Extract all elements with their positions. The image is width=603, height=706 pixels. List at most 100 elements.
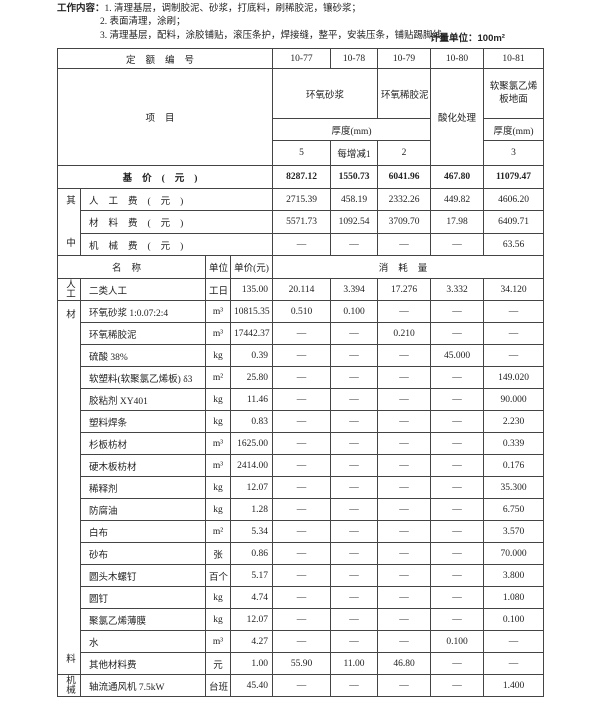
cell: 0.83 xyxy=(229,410,274,433)
cell: 1550.73 xyxy=(330,165,379,189)
cell: — xyxy=(377,344,432,367)
cell: — xyxy=(377,564,432,587)
cell: kg xyxy=(205,586,231,609)
cell: 稀释剂 xyxy=(80,476,206,499)
work-label: 工作内容： xyxy=(57,3,105,14)
work-item: 2. 表面清理，涂刷； xyxy=(100,17,186,27)
cell: 2.230 xyxy=(483,410,545,433)
cell: 12.07 xyxy=(229,608,274,631)
cell: m³ xyxy=(205,300,231,323)
cell: 10-79 xyxy=(377,48,432,69)
cell: 2332.26 xyxy=(377,188,432,211)
cell: — xyxy=(272,233,332,256)
cell: kg xyxy=(205,476,231,499)
cell: 4.74 xyxy=(229,586,274,609)
cell: 材料 xyxy=(57,300,81,675)
cell: — xyxy=(272,344,332,367)
cell: — xyxy=(330,542,379,565)
cell: — xyxy=(430,233,485,256)
cell: 11079.47 xyxy=(483,165,545,189)
cell: — xyxy=(430,476,485,499)
cell: 3709.70 xyxy=(377,210,432,234)
cell: 砂布 xyxy=(80,542,206,565)
cell: 63.56 xyxy=(483,233,545,256)
cell: kg xyxy=(205,498,231,521)
cell: m³ xyxy=(205,432,231,455)
cell: 其中 xyxy=(57,188,81,256)
cell: 55.90 xyxy=(272,652,332,675)
cell: 149.020 xyxy=(483,366,545,389)
row: 砂布张 0.86— — — —70.000 xyxy=(58,542,545,565)
cell: 环氧砂浆 1:0.07:2:4 xyxy=(80,300,206,323)
quota-table: 定额编号 10-77 10-78 10-79 10-80 10-81 项目 环氧砂浆 环氧稀胶… xyxy=(56,48,545,697)
cell: 机械费(元) xyxy=(79,233,274,256)
cell: 8287.12 xyxy=(272,165,332,189)
cell: — xyxy=(430,300,485,323)
row: 机械 轴流通风机 7.5kW 台班 45.40— — — —1.400 xyxy=(57,674,545,697)
cell: 4.27 xyxy=(229,630,274,653)
category: 材料 xyxy=(64,309,74,663)
cell: 10-78 xyxy=(330,48,379,69)
cell: — xyxy=(430,652,485,675)
cell: — xyxy=(330,520,379,543)
cell: 45.000 xyxy=(430,344,485,367)
cell: — xyxy=(377,586,432,609)
row: 材料费(元) 5571.73 1092.54 3709.70 17.98 6409.71 xyxy=(58,210,545,234)
cell: 46.80 xyxy=(377,652,432,675)
cell: — xyxy=(430,520,485,543)
cell: kg xyxy=(205,608,231,631)
cell: 10-81 xyxy=(483,48,545,69)
cell: — xyxy=(377,630,432,653)
cell: 0.339 xyxy=(483,432,545,455)
cell: — xyxy=(377,300,432,323)
row: 项目 环氧砂浆 环氧稀胶泥 酸化处理 软聚氯乙烯板地面 xyxy=(56,68,545,166)
cell: — xyxy=(377,476,432,499)
cell: 环氧砂浆 xyxy=(272,68,379,119)
cell: 元 xyxy=(205,652,231,675)
cell: — xyxy=(430,542,485,565)
cell: — xyxy=(430,498,485,521)
cell: 5571.73 xyxy=(272,210,332,234)
cell: 环氧稀胶泥 xyxy=(80,322,206,345)
row: 软塑料(软聚氯乙烯板) δ3 m² 25.80— — — —149.020 xyxy=(58,366,545,389)
row: 机械费(元) — — — —63.56 xyxy=(58,233,545,256)
cell: 0.100 xyxy=(430,630,485,653)
cell: 4606.20 xyxy=(483,188,545,211)
cell: — xyxy=(430,674,485,697)
cell: 3.800 xyxy=(483,564,545,587)
cell: — xyxy=(272,564,332,587)
cell: 消耗量 xyxy=(272,255,545,279)
row: 圆头木螺钉 百个 5.17— — — —3.800 xyxy=(58,564,545,587)
cell: 胶粘剂 XY401 xyxy=(80,388,206,411)
cell: 厚度(mm) xyxy=(483,118,545,141)
cell: 厚度(mm) xyxy=(272,118,432,141)
cell: 12.07 xyxy=(229,476,274,499)
cell: — xyxy=(483,630,545,653)
category: 人工 xyxy=(64,279,74,299)
cell: 25.80 xyxy=(229,366,274,389)
row: 稀释剂 kg 12.07— — — —35.300 xyxy=(58,476,545,499)
row: 胶粘剂 XY401 kg 11.46— — — —90.000 xyxy=(58,388,545,411)
cell: — xyxy=(272,476,332,499)
cell: — xyxy=(330,586,379,609)
cell: m² xyxy=(205,366,231,389)
cell: 其他材料费 xyxy=(80,652,206,675)
work-item: 1. 清理基层，调制胶泥、砂浆，打底料，刷稀胶泥，镶砂浆； xyxy=(104,4,362,14)
cell: 5.34 xyxy=(229,520,274,543)
cell-text: 其中 xyxy=(64,194,74,247)
cell: 白布 xyxy=(80,520,206,543)
cell: — xyxy=(377,432,432,455)
cell: — xyxy=(330,366,379,389)
row: 厚度(mm) 厚度(mm) xyxy=(58,118,545,141)
cell: 单价(元) xyxy=(229,255,274,279)
cell: — xyxy=(330,608,379,631)
cell: 0.176 xyxy=(483,454,545,477)
cell: — xyxy=(430,366,485,389)
cell: — xyxy=(330,564,379,587)
cell: 35.300 xyxy=(483,476,545,499)
cell: 防腐油 xyxy=(80,498,206,521)
cell: 二类人工 xyxy=(80,278,206,301)
row: 5 每增减1 2 3 xyxy=(58,140,545,166)
cell: 每增减1 xyxy=(330,140,379,166)
cell: — xyxy=(272,630,332,653)
